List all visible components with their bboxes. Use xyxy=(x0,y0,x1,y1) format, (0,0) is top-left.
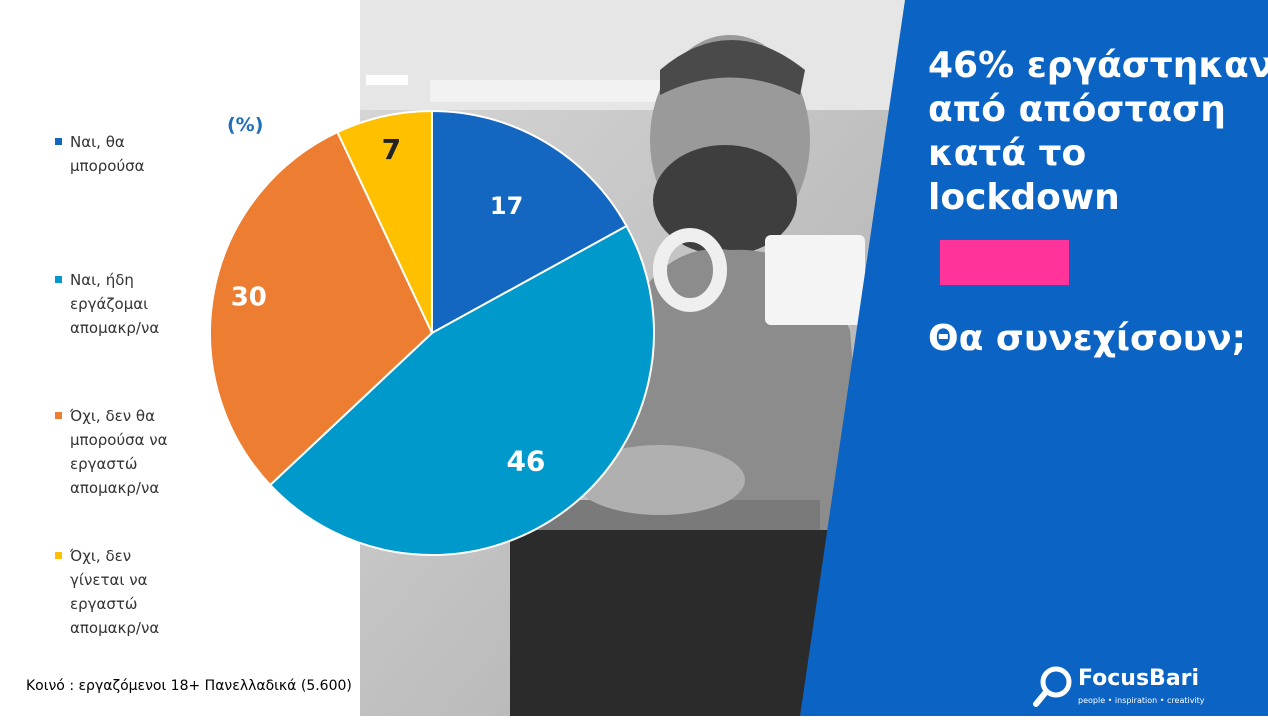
pie-slice-2 xyxy=(268,224,655,556)
headline: 46% εργάστηκαν από απόσταση κατά το lock… xyxy=(928,44,1268,220)
legend-label-1-line-2: μπορούσα xyxy=(70,157,145,175)
decorative-bar xyxy=(366,75,408,85)
pie-chart: 17 46 30 7 xyxy=(209,109,655,556)
legend-label-4-line-2: γίνεται να xyxy=(70,571,148,589)
headline-question: Θα συνεχίσουν; xyxy=(928,318,1247,359)
legend-swatch-2 xyxy=(55,276,62,283)
legend-item-1: Ναι, θα μπορούσα xyxy=(55,130,210,178)
legend-swatch-4 xyxy=(55,552,62,559)
pie-value-label-2: 46 xyxy=(506,444,545,477)
background-photo xyxy=(360,0,980,716)
legend-label-2-line-2: εργάζομαι xyxy=(70,295,149,313)
legend-label-4-line-4: απομακρ/να xyxy=(70,619,160,637)
legend-label-3-line-1: Όχι, δεν θα xyxy=(70,407,155,425)
pie-value-label-4: 7 xyxy=(382,133,401,166)
legend-swatch-3 xyxy=(55,412,62,419)
pie-slice-3 xyxy=(209,130,434,487)
legend-label-3: Όχι, δεν θα μπορούσα να εργαστώ απομακρ/… xyxy=(70,404,210,500)
focusbari-logo: FocusBari people • inspiration • creativ… xyxy=(1032,664,1232,712)
legend-swatch-1 xyxy=(55,138,62,145)
logo-name: FocusBari xyxy=(1078,666,1200,691)
legend-label-3-line-4: απομακρ/να xyxy=(70,479,160,497)
legend-label-2-line-3: απομακρ/να xyxy=(70,319,160,337)
legend-label-3-line-3: εργαστώ xyxy=(70,455,138,473)
pie-chart-container: 17 46 30 7 xyxy=(209,109,655,556)
legend-item-3: Όχι, δεν θα μπορούσα να εργαστώ απομακρ/… xyxy=(55,404,210,500)
headline-line-2: από απόσταση xyxy=(928,89,1226,130)
chart-unit-label: (%) xyxy=(227,114,264,136)
legend-label-1-line-1: Ναι, θα xyxy=(70,133,125,151)
pie-value-label-3: 30 xyxy=(231,283,267,313)
legend-label-4: Όχι, δεν γίνεται να εργαστώ απομακρ/να xyxy=(70,544,210,640)
logo-tagline: people • inspiration • creativity xyxy=(1078,696,1205,705)
legend-label-3-line-2: μπορούσα να xyxy=(70,431,168,449)
headline-line-4: lockdown xyxy=(928,177,1120,218)
pie-slice-4 xyxy=(336,109,433,334)
legend-label-1: Ναι, θα μπορούσα xyxy=(70,130,210,178)
headline-line-3: κατά το xyxy=(928,133,1087,174)
pink-accent-bar xyxy=(940,240,1069,285)
legend-label-4-line-1: Όχι, δεν xyxy=(70,547,132,565)
legend-label-2-line-1: Ναι, ήδη xyxy=(70,271,134,289)
magnifier-icon xyxy=(1033,666,1072,707)
legend-label-2: Ναι, ήδη εργάζομαι απομακρ/να xyxy=(70,268,210,340)
footnote: Κοινό : εργαζόμενοι 18+ Πανελλαδικά (5.6… xyxy=(26,678,352,694)
headline-line-1: 46% εργάστηκαν xyxy=(928,45,1268,86)
legend-item-2: Ναι, ήδη εργάζομαι απομακρ/να xyxy=(55,268,210,340)
legend-label-4-line-3: εργαστώ xyxy=(70,595,138,613)
pie-slice-1 xyxy=(431,109,628,335)
pie-value-label-1: 17 xyxy=(490,192,523,220)
legend-item-4: Όχι, δεν γίνεται να εργαστώ απομακρ/να xyxy=(55,544,210,640)
